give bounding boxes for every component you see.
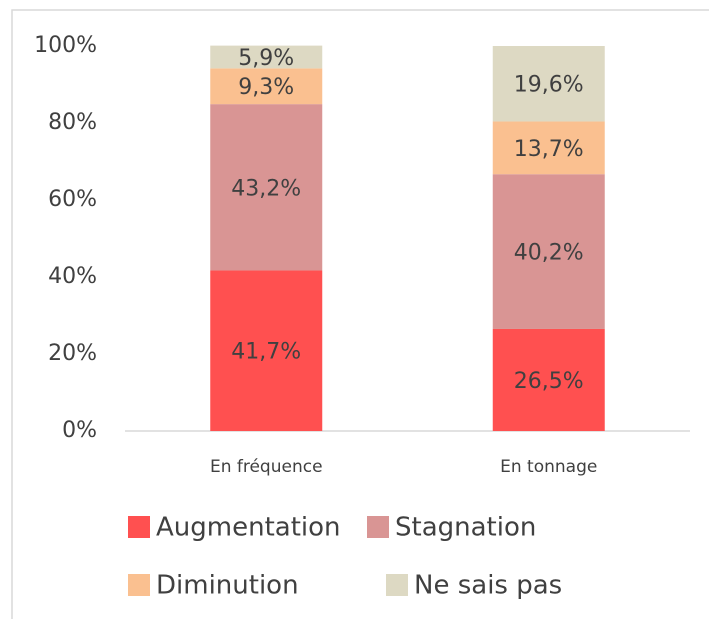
bar-segment [492,121,605,175]
value-label: 43,2% [231,176,301,201]
bar-segment [210,104,323,271]
bar-segment [210,68,323,105]
y-tick-label: 60% [48,187,97,212]
value-label: 40,2% [514,241,584,266]
value-label: 9,3% [238,75,294,100]
y-tick-label: 80% [48,110,97,135]
legend-swatch [128,574,150,596]
legend-label: Diminution [156,571,299,601]
y-tick-label: 40% [48,264,97,289]
value-label: 5,9% [238,46,294,71]
x-tick-label: En fréquence [210,457,323,477]
value-label: 19,6% [514,73,584,98]
bar-segment [492,46,605,122]
chart-frame [11,9,709,619]
bar-segment [210,270,323,431]
legend-label: Augmentation [156,513,341,543]
value-label: 41,7% [231,340,301,365]
y-tick-label: 0% [62,418,97,443]
bar-segment [492,328,605,431]
bar-segment [492,174,605,329]
legend-swatch [128,516,150,538]
legend-label: Ne sais pas [414,571,562,601]
bar-segment [210,45,323,69]
y-tick-label: 100% [34,33,97,58]
legend-swatch [386,574,408,596]
x-tick-label: En tonnage [500,457,597,477]
legend-label: Stagnation [395,513,536,543]
value-label: 26,5% [514,369,584,394]
y-tick-label: 20% [48,341,97,366]
legend-swatch [367,516,389,538]
value-label: 13,7% [514,137,584,162]
